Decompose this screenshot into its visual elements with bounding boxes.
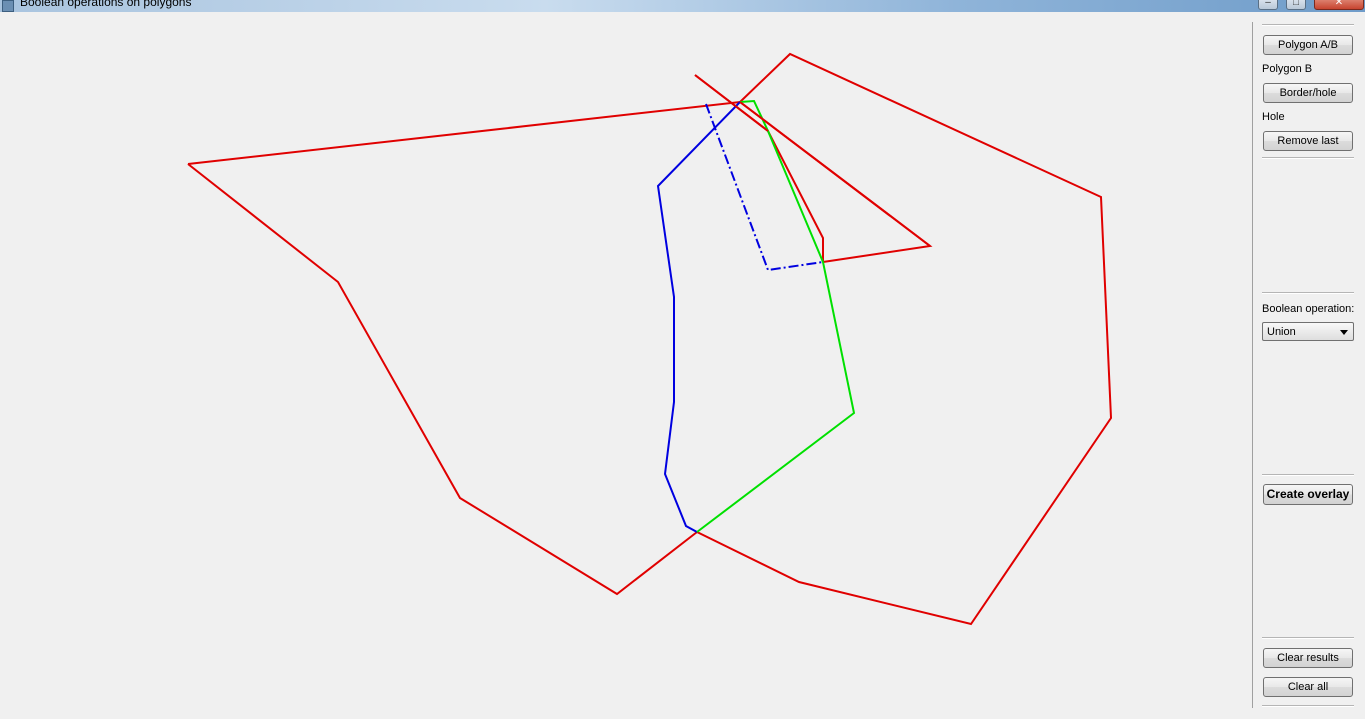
boolean-operation-select[interactable]: Union [1262, 322, 1354, 341]
clear-all-button[interactable]: Clear all [1263, 677, 1353, 697]
separator [1262, 24, 1354, 26]
polygon-a-outline [187, 100, 933, 263]
hole-outline-dashed [705, 103, 824, 272]
separator [1262, 292, 1354, 294]
overlap-outline [696, 99, 856, 533]
separator [1262, 637, 1354, 639]
create-overlay-button[interactable]: Create overlay [1263, 484, 1353, 505]
polygon-b-spike-top [694, 74, 769, 132]
polygon-a-outline-lower [187, 163, 698, 596]
panel-divider [1252, 22, 1253, 708]
polygon-toggle-button[interactable]: Polygon A/B [1263, 35, 1353, 55]
drawing-canvas[interactable] [0, 12, 1250, 719]
hole-outline [656, 101, 741, 533]
polygon-drawing [187, 52, 1113, 626]
separator [1262, 705, 1354, 707]
border-hole-button[interactable]: Border/hole [1263, 83, 1353, 103]
boolean-operation-value: Union [1267, 326, 1296, 338]
separator [1262, 474, 1354, 476]
app-icon [2, 0, 14, 12]
remove-last-button[interactable]: Remove last [1263, 131, 1353, 151]
polygon-b-outline [696, 52, 1113, 626]
maximize-icon: □ [1292, 0, 1300, 8]
minimize-button[interactable]: – [1258, 0, 1278, 10]
title-bar: Boolean operations on polygons – □ ✕ [0, 0, 1365, 12]
chevron-down-icon [1340, 330, 1348, 335]
minimize-icon: – [1265, 0, 1271, 8]
close-icon: ✕ [1334, 0, 1344, 8]
polygon-a-diagonal [739, 101, 931, 247]
close-button[interactable]: ✕ [1314, 0, 1364, 10]
border-hole-status-label: Hole [1262, 111, 1285, 123]
current-polygon-label: Polygon B [1262, 63, 1313, 75]
window-title: Boolean operations on polygons [20, 0, 192, 9]
separator [1262, 157, 1354, 159]
maximize-button[interactable]: □ [1286, 0, 1306, 10]
boolean-operation-label: Boolean operation: [1262, 303, 1355, 315]
clear-results-button[interactable]: Clear results [1263, 648, 1353, 668]
polygon-b-spike [694, 74, 824, 262]
